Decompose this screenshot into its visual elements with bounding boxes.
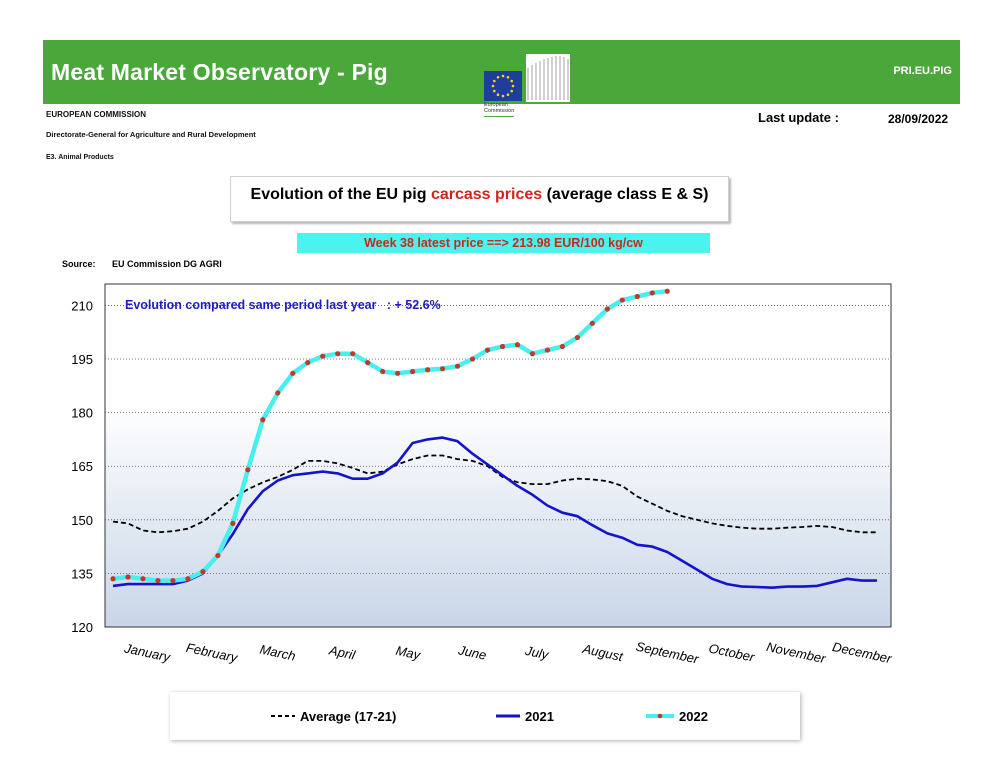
chart-title: Evolution of the EU pig carcass prices (… [230,176,729,222]
x-tick-label-july: July [523,643,551,663]
point-2022-week-15 [320,353,326,359]
point-2022-week-9 [230,520,236,526]
point-2022-week-23 [439,366,446,372]
x-tick-label-october: October [707,640,756,664]
point-2022-week-14 [305,360,311,366]
legend-label-2022: 2022 [679,708,708,724]
x-tick-label-february: February [185,640,240,666]
point-2022-week-27 [499,343,506,350]
x-tick-label-january: January [122,640,173,665]
point-2022-week-34 [604,306,610,312]
point-2022-week-2 [125,574,131,580]
point-2022-week-29 [529,351,536,357]
legend-label-2021: 2021 [525,708,554,724]
point-2022-week-5 [170,577,176,584]
point-2022-week-26 [484,347,491,353]
chart-annotation: Evolution compared same period last year… [125,298,441,312]
logo-building-icon [526,54,570,102]
legend-swatch-2022 [646,713,674,719]
x-tick-label-november: November [765,639,827,666]
x-tick-label-may: May [394,643,423,663]
chart-title-part1: Evolution of the EU pig [250,186,431,203]
series-line-2022 [110,288,670,583]
legend-label-average: Average (17-21) [300,708,397,724]
point-2022-week-13 [290,370,296,376]
point-2022-week-28 [514,342,521,348]
x-tick-label-april: April [327,642,358,663]
plot-area [104,283,892,628]
source-label: Source: [62,259,96,269]
chart-legend: Average (17-21) 2021 2022 [170,692,800,740]
point-2022-week-12 [275,390,281,396]
org-unit: E3. Animal Products [46,154,114,161]
x-tick-label-march: March [258,642,296,664]
x-tick-label-august: August [580,641,625,665]
y-tick-label-180: 180 [71,406,93,421]
point-2022-week-18 [365,360,371,366]
x-tick-label-september: September [635,639,701,667]
point-2022-week-33 [589,320,595,326]
y-tick-label-210: 210 [71,298,93,313]
point-2022-week-38 [664,288,670,294]
chart-title-part2: (average class E & S) [542,186,709,203]
point-2022-week-7 [200,569,206,575]
org-name: EUROPEAN COMMISSION [46,110,147,119]
point-2022-week-21 [410,368,416,375]
legend-swatch-2021 [496,714,520,718]
x-tick-label-december: December [831,639,893,666]
report-code: PRI.EU.PIG [893,65,952,77]
y-tick-label-120: 120 [71,620,93,635]
point-2022-week-30 [544,347,551,353]
eu-flag-icon [484,71,522,101]
point-2022-week-25 [469,356,476,362]
org-directorate: Directorate-General for Agriculture and … [46,130,256,139]
y-tick-label-195: 195 [71,352,93,367]
page-title: Meat Market Observatory - Pig [51,59,388,85]
point-2022-week-20 [395,370,401,376]
point-2022-week-24 [454,363,461,369]
point-2022-week-8 [215,552,221,559]
x-tick-label-june: June [456,642,488,663]
logo-caption: European Commission [484,102,515,117]
last-update-label: Last update : [758,110,839,125]
chart-title-highlight: carcass prices [430,186,543,203]
point-2022-week-19 [380,368,386,375]
point-2022-week-37 [649,290,655,296]
point-2022-week-36 [634,293,640,300]
y-tick-label-135: 135 [71,566,93,581]
point-2022-week-1 [110,576,116,582]
source-line: Source: EU Commission DG AGRI [62,259,222,269]
point-2022-week-11 [260,417,266,423]
point-2022-week-35 [619,297,625,303]
y-tick-label-150: 150 [71,513,93,528]
european-commission-logo: European Commission [462,52,572,122]
price-line-chart: 120 135 150 165 180 195 210 January February Marc… [71,283,893,667]
point-2022-week-17 [350,351,356,357]
legend-item-2021: 2021 [495,706,554,726]
y-tick-label-165: 165 [71,459,93,474]
point-2022-week-3 [140,576,146,582]
last-update-value: 28/09/2022 [888,112,949,126]
point-2022-week-4 [155,577,161,584]
legend-item-average: Average (17-21) [270,706,396,726]
source-value: EU Commission DG AGRI [112,259,222,269]
point-2022-week-32 [574,334,580,341]
point-2022-week-16 [335,351,341,357]
series-line-2021 [112,436,877,589]
legend-swatch-average [271,715,295,717]
point-2022-week-31 [559,343,566,350]
legend-item-2022: 2022 [645,706,708,726]
point-2022-week-10 [245,467,251,473]
point-2022-week-6 [185,576,191,582]
point-2022-week-22 [424,367,431,373]
latest-price-banner: Week 38 latest price ==> 213.98 EUR/100 … [297,233,710,253]
